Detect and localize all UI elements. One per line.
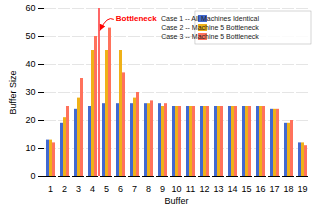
svg-text:12: 12 [199, 184, 209, 194]
svg-text:16: 16 [255, 184, 265, 194]
svg-text:4: 4 [90, 184, 95, 194]
svg-text:2: 2 [62, 184, 67, 194]
svg-text:Case 1 -- All Machines Identic: Case 1 -- All Machines Identical [161, 15, 259, 22]
svg-text:7: 7 [132, 184, 137, 194]
svg-text:Buffer Size: Buffer Size [8, 71, 18, 115]
svg-text:1: 1 [48, 184, 53, 194]
svg-text:40: 40 [25, 59, 35, 69]
svg-text:13: 13 [213, 184, 223, 194]
svg-text:30: 30 [25, 87, 35, 97]
svg-text:Case 3 -- Machine 5 Bottleneck: Case 3 -- Machine 5 Bottleneck [161, 33, 259, 40]
svg-text:14: 14 [227, 184, 237, 194]
svg-text:20: 20 [25, 115, 35, 125]
svg-text:18: 18 [283, 184, 293, 194]
svg-text:50: 50 [25, 31, 35, 41]
svg-text:19: 19 [297, 184, 307, 194]
svg-text:3: 3 [76, 184, 81, 194]
svg-text:5: 5 [104, 184, 109, 194]
svg-text:8: 8 [146, 184, 151, 194]
svg-text:Case 2 -- Machine 5 Bottleneck: Case 2 -- Machine 5 Bottleneck [161, 24, 259, 31]
svg-text:6: 6 [118, 184, 123, 194]
svg-text:Bottleneck: Bottleneck [116, 14, 157, 23]
svg-text:10: 10 [25, 143, 35, 153]
svg-text:Buffer: Buffer [165, 196, 189, 206]
svg-text:9: 9 [160, 184, 165, 194]
svg-text:0: 0 [30, 171, 35, 181]
svg-text:10: 10 [171, 184, 181, 194]
svg-text:11: 11 [186, 184, 195, 194]
svg-text:60: 60 [25, 3, 35, 13]
svg-text:15: 15 [241, 184, 251, 194]
svg-text:17: 17 [269, 184, 279, 194]
